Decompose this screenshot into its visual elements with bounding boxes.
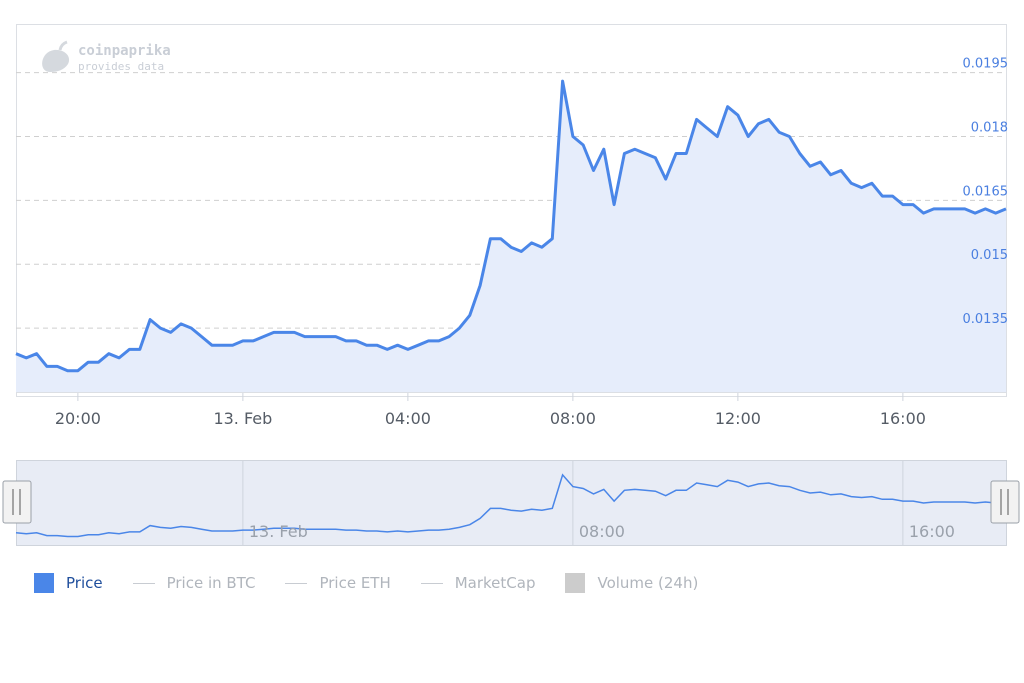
navigator-tick-label: 08:00 xyxy=(579,522,625,541)
navigator-line xyxy=(15,473,1007,538)
x-tick-label: 12:00 xyxy=(715,409,761,428)
legend-line-swatch xyxy=(420,582,443,584)
brand-tagline: provides data xyxy=(78,60,164,73)
x-tick-label: 08:00 xyxy=(550,409,596,428)
legend-label: Price xyxy=(66,574,103,592)
chart-legend: Price Price in BTC Price ETH MarketCap Volum… xyxy=(34,570,728,596)
x-tick-label: 20:00 xyxy=(55,409,101,428)
navigator-handle-right[interactable] xyxy=(990,480,1020,524)
x-tick-label: 13. Feb xyxy=(213,409,272,428)
x-tick-label: 04:00 xyxy=(385,409,431,428)
navigator-series xyxy=(15,473,1007,538)
legend-item[interactable]: Price xyxy=(34,573,103,593)
legend-item[interactable]: Volume (24h) xyxy=(565,573,698,593)
legend-label: Price in BTC xyxy=(166,574,256,592)
brand-watermark: coinpaprika provides data xyxy=(42,40,171,73)
y-tick-label: 0.018 xyxy=(971,120,1008,135)
legend-label: MarketCap xyxy=(454,574,536,592)
navigator-axis: 13. Feb 08:00 16:00 xyxy=(249,522,955,541)
navigator-handle-left[interactable] xyxy=(2,480,32,524)
brand-name: coinpaprika xyxy=(78,43,171,59)
x-axis: 20:00 13. Feb 04:00 08:00 12:00 16:00 xyxy=(55,393,926,428)
legend-swatch xyxy=(34,573,54,593)
y-tick-label: 0.0195 xyxy=(963,57,1009,72)
legend-item[interactable]: Price in BTC xyxy=(132,574,256,592)
navigator-grid xyxy=(242,461,904,545)
y-tick-label: 0.0135 xyxy=(963,312,1009,327)
legend-line-swatch xyxy=(132,582,155,584)
legend-label: Price ETH xyxy=(319,574,391,592)
legend-line-swatch xyxy=(285,582,308,584)
price-line[interactable] xyxy=(15,79,1007,373)
navigator[interactable]: 13. Feb 08:00 16:00 xyxy=(2,460,1020,546)
paprika-icon xyxy=(42,40,70,72)
legend-swatch xyxy=(565,573,586,593)
y-tick-label: 0.015 xyxy=(971,248,1008,263)
navigator-frame[interactable] xyxy=(16,460,1007,546)
price-area-fill xyxy=(16,81,1006,392)
legend-item[interactable]: Price ETH xyxy=(285,574,391,592)
x-tick-label: 16:00 xyxy=(880,409,926,428)
y-axis: 0.0135 0.015 0.0165 0.018 0.0195 xyxy=(963,57,1009,328)
y-tick-label: 0.0165 xyxy=(963,184,1009,199)
legend-label: Volume (24h) xyxy=(597,574,699,592)
price-area xyxy=(16,81,1006,392)
navigator-tick-label: 13. Feb xyxy=(249,522,308,541)
price-series[interactable] xyxy=(15,79,1007,393)
legend-item[interactable]: MarketCap xyxy=(420,574,536,592)
navigator-tick-label: 16:00 xyxy=(909,522,955,541)
